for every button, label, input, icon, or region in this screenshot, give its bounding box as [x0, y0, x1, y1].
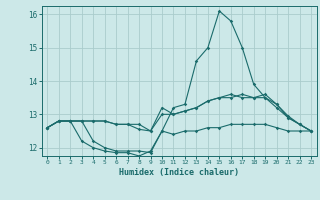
X-axis label: Humidex (Indice chaleur): Humidex (Indice chaleur) — [119, 168, 239, 177]
